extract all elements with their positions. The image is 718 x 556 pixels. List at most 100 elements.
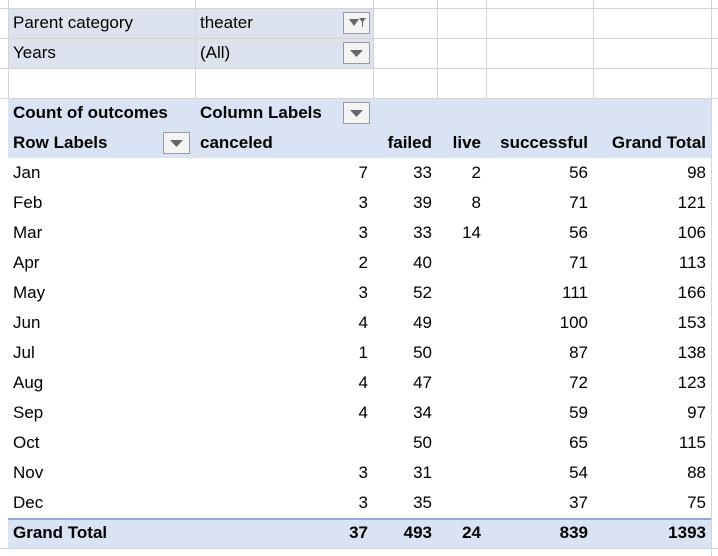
row-filter-dropdown[interactable] xyxy=(163,132,190,154)
row-label: Apr xyxy=(13,253,40,272)
row-label: Jan xyxy=(13,163,41,182)
value-cell: 7 xyxy=(358,163,368,182)
value-cell: 33 xyxy=(413,223,432,242)
value-cell: 50 xyxy=(413,433,432,452)
value-cell: 54 xyxy=(569,463,588,482)
value-cell: 121 xyxy=(677,193,706,212)
column-filter-dropdown[interactable] xyxy=(343,102,370,124)
grid-line xyxy=(486,0,487,98)
row-label: May xyxy=(13,283,46,302)
column-header: Grand Total xyxy=(611,133,706,152)
row-label: Dec xyxy=(13,493,44,512)
grid-line xyxy=(373,0,374,98)
row-label: Jul xyxy=(13,343,35,362)
grid-line xyxy=(0,68,718,69)
value-cell: 49 xyxy=(413,313,432,332)
value-cell: 115 xyxy=(678,433,706,452)
value-cell: 8 xyxy=(471,193,481,212)
value-cell: 153 xyxy=(677,313,706,332)
value-cell: 97 xyxy=(687,403,706,422)
filter-value: theater xyxy=(200,13,253,32)
value-cell: 3 xyxy=(358,493,368,512)
value-cell: 100 xyxy=(559,313,588,332)
row-label: Jun xyxy=(13,313,41,332)
filter-dropdown[interactable] xyxy=(343,12,370,34)
filter-dropdown[interactable] xyxy=(343,42,370,64)
value-cell: 3 xyxy=(358,463,368,482)
grand-total-cell: 839 xyxy=(559,523,588,542)
dropdown-icon xyxy=(350,110,363,117)
value-cell: 123 xyxy=(677,373,706,392)
dropdown-icon xyxy=(349,18,366,27)
dropdown-icon xyxy=(170,140,183,147)
grid-line xyxy=(8,0,9,98)
column-header: canceled xyxy=(200,133,273,152)
value-cell: 111 xyxy=(562,283,588,302)
grid-line xyxy=(195,0,196,98)
value-cell: 65 xyxy=(569,433,588,452)
value-cell: 88 xyxy=(687,463,706,482)
value-cell: 1 xyxy=(358,343,368,362)
row-label: Nov xyxy=(13,463,44,482)
row-label: Mar xyxy=(13,223,43,242)
filter-label: Parent category xyxy=(13,13,134,32)
filter-label: Years xyxy=(13,43,56,62)
value-cell: 39 xyxy=(413,193,432,212)
row-label: Aug xyxy=(13,373,44,392)
grid-line xyxy=(0,8,718,9)
grid-line xyxy=(593,0,594,98)
pivot-corner: Count of outcomes xyxy=(13,103,168,122)
column-header: successful xyxy=(500,133,588,152)
value-cell: 75 xyxy=(687,493,706,512)
grid-line xyxy=(0,38,718,39)
row-label: Sep xyxy=(13,403,44,422)
row-label: Oct xyxy=(13,433,40,452)
grid-line xyxy=(0,98,718,99)
value-cell: 113 xyxy=(678,253,706,272)
value-cell: 3 xyxy=(358,223,368,242)
grid-line xyxy=(437,0,438,98)
row-label: Feb xyxy=(13,193,43,212)
value-cell: 71 xyxy=(569,253,588,272)
row-labels-header: Row Labels xyxy=(13,133,108,152)
value-cell: 4 xyxy=(358,403,368,422)
value-cell: 2 xyxy=(358,253,368,272)
value-cell: 3 xyxy=(358,193,368,212)
value-cell: 71 xyxy=(569,193,588,212)
filter-value: (All) xyxy=(200,43,231,62)
column-header: live xyxy=(452,133,481,152)
value-cell: 87 xyxy=(569,343,588,362)
value-cell: 56 xyxy=(569,163,588,182)
value-cell: 14 xyxy=(462,223,481,242)
grand-total-cell: 24 xyxy=(462,523,481,542)
value-cell: 98 xyxy=(687,163,706,182)
grand-total-cell: 37 xyxy=(349,523,368,542)
value-cell: 52 xyxy=(413,283,432,302)
value-cell: 35 xyxy=(413,493,432,512)
value-cell: 33 xyxy=(413,163,432,182)
value-cell: 2 xyxy=(471,163,481,182)
value-cell: 3 xyxy=(358,283,368,302)
value-cell: 50 xyxy=(413,343,432,362)
column-header: failed xyxy=(387,133,432,152)
value-cell: 56 xyxy=(569,223,588,242)
value-cell: 166 xyxy=(677,283,706,302)
value-cell: 138 xyxy=(677,343,706,362)
grand-total-cell: 1393 xyxy=(668,523,706,542)
value-cell: 4 xyxy=(358,373,368,392)
value-cell: 47 xyxy=(413,373,432,392)
value-cell: 37 xyxy=(569,493,588,512)
grid-line xyxy=(0,548,718,549)
grand-total-label: Grand Total xyxy=(13,523,108,542)
total-area xyxy=(8,518,711,548)
value-cell: 31 xyxy=(413,463,432,482)
value-cell: 4 xyxy=(358,313,368,332)
value-cell: 40 xyxy=(413,253,432,272)
grid-line xyxy=(711,98,712,556)
value-cell: 106 xyxy=(677,223,706,242)
value-cell: 59 xyxy=(569,403,588,422)
value-cell: 34 xyxy=(413,403,432,422)
grand-total-cell: 493 xyxy=(403,523,432,542)
grid-line xyxy=(711,0,712,98)
